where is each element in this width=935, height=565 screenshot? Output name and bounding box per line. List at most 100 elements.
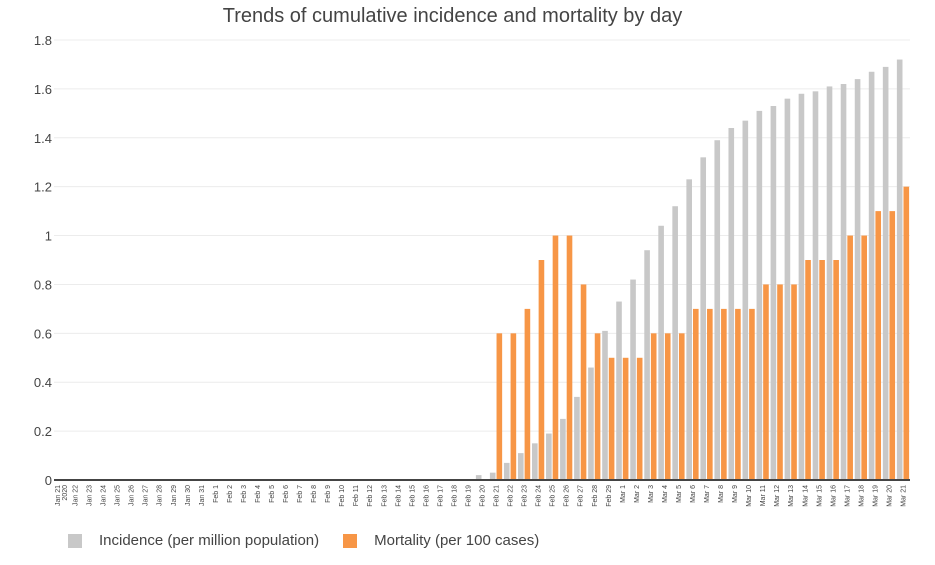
y-tick-label: 0.2 — [34, 424, 52, 439]
x-tick-label: Jan 23 — [87, 485, 94, 506]
bar-incidence[interactable] — [658, 225, 664, 480]
x-tick-label: Feb 15 — [409, 485, 416, 507]
bar-mortality[interactable] — [538, 260, 545, 480]
bar-mortality[interactable] — [777, 284, 783, 480]
bar-mortality[interactable] — [594, 333, 601, 480]
x-tick-label: Feb 6 — [283, 485, 290, 503]
x-tick-label: Mar 11 — [760, 485, 767, 506]
x-tick-label: Feb 22 — [508, 485, 515, 507]
bar-incidence[interactable] — [489, 472, 496, 480]
bar-incidence[interactable] — [560, 418, 566, 480]
bar-incidence[interactable] — [756, 110, 763, 480]
bar-incidence[interactable] — [826, 86, 833, 480]
bar-incidence[interactable] — [672, 206, 678, 480]
bar-mortality[interactable] — [721, 308, 727, 480]
x-tick-label: Jan 28 — [157, 485, 164, 506]
bar-incidence[interactable] — [812, 91, 819, 480]
y-tick-label: 0.6 — [34, 326, 52, 341]
bar-mortality[interactable] — [664, 333, 671, 480]
bar-chart: 00.20.40.60.811.21.41.61.8 Jan 212020 Jan… — [34, 33, 910, 507]
bar-mortality[interactable] — [749, 308, 755, 480]
x-tick-label: Jan 30 — [185, 485, 192, 506]
bar-incidence[interactable] — [700, 157, 707, 481]
bar-mortality[interactable] — [791, 284, 797, 480]
bar-incidence[interactable] — [686, 179, 692, 481]
bar-incidence[interactable] — [896, 59, 903, 481]
bar-mortality[interactable] — [735, 308, 741, 480]
bar-mortality[interactable] — [692, 308, 699, 480]
bar-mortality[interactable] — [847, 235, 853, 480]
x-tick-label: Feb 10 — [339, 485, 346, 507]
bar-incidence[interactable] — [742, 120, 749, 481]
x-axis: Jan 212020 Jan 22 Jan 23 Jan 24 Jan 25 Jan 26… — [54, 479, 910, 507]
bar-mortality[interactable] — [903, 186, 910, 480]
bar-incidence[interactable] — [882, 66, 889, 480]
x-tick-label: Jan 29 — [171, 485, 178, 506]
bar-incidence[interactable] — [770, 106, 777, 480]
y-tick-label: 0.8 — [34, 277, 52, 292]
bar-mortality[interactable] — [678, 333, 685, 480]
x-tick-label: Jan 31 — [199, 485, 206, 506]
bar-mortality[interactable] — [833, 260, 839, 480]
x-tick-label: Mar 7 — [704, 485, 711, 503]
bar-incidence[interactable] — [854, 79, 861, 480]
bar-incidence[interactable] — [798, 93, 805, 481]
bar-mortality[interactable] — [861, 235, 867, 480]
x-tick-label: Feb 17 — [437, 485, 444, 507]
x-tick-label: Mar 3 — [648, 485, 655, 503]
bar-mortality[interactable] — [622, 357, 629, 480]
bar-incidence[interactable] — [630, 279, 636, 480]
bar-incidence[interactable] — [616, 301, 622, 480]
x-tick-label: Jan 22 — [73, 485, 80, 506]
x-tick-label: Feb 28 — [592, 485, 599, 507]
y-axis: 0 0.2 0.4 0.6 0.8 1 1.2 1.4 1.6 1.8 — [34, 33, 52, 488]
bar-incidence[interactable] — [503, 462, 510, 480]
x-tick-label: Jan 26 — [129, 485, 136, 506]
x-tick-label: Feb 9 — [325, 485, 332, 503]
bar-mortality[interactable] — [636, 357, 643, 480]
x-tick-label: Jan 25 — [115, 485, 122, 506]
bar-mortality[interactable] — [819, 260, 825, 480]
bar-incidence[interactable] — [532, 443, 538, 480]
legend-label-mortality: Mortality (per 100 cases) — [374, 532, 540, 549]
bar-mortality[interactable] — [510, 333, 517, 480]
bar-incidence[interactable] — [546, 433, 552, 480]
bar-incidence[interactable] — [644, 250, 650, 480]
bar-mortality[interactable] — [805, 260, 811, 480]
bar-incidence[interactable] — [475, 475, 482, 480]
x-tick-label: Mar 15 — [816, 485, 823, 507]
bar-mortality[interactable] — [707, 308, 713, 480]
bar-mortality[interactable] — [650, 333, 657, 480]
bar-incidence[interactable] — [574, 396, 580, 480]
bar-mortality[interactable] — [889, 211, 896, 480]
legend-item-incidence[interactable]: Incidence (per million population) — [68, 532, 319, 549]
bar-incidence[interactable] — [868, 71, 875, 481]
x-tick-label: Mar 12 — [774, 485, 781, 507]
x-tick-label: Feb 24 — [536, 485, 543, 507]
bar-mortality[interactable] — [524, 308, 531, 480]
bar-mortality[interactable] — [763, 284, 769, 480]
bar-mortality[interactable] — [875, 211, 882, 480]
bar-incidence[interactable] — [602, 330, 608, 480]
bar-incidence[interactable] — [714, 140, 721, 480]
legend-item-mortality[interactable]: Mortality (per 100 cases) — [343, 532, 539, 549]
x-tick-label: Feb 12 — [367, 485, 374, 507]
bar-mortality[interactable] — [566, 235, 573, 480]
bar-mortality[interactable] — [496, 333, 503, 480]
x-tick-label: Feb 8 — [311, 485, 318, 503]
bar-mortality[interactable] — [608, 357, 615, 480]
x-tick-label: Feb 4 — [255, 485, 262, 503]
legend: Incidence (per million population) Morta… — [68, 532, 563, 549]
bar-mortality[interactable] — [580, 284, 587, 480]
bar-incidence[interactable] — [728, 128, 735, 480]
x-tick-label: Feb 11 — [353, 485, 360, 506]
x-tick-label: Feb 23 — [522, 485, 529, 507]
bar-incidence[interactable] — [784, 98, 791, 481]
bar-incidence[interactable] — [517, 453, 524, 480]
x-tick-label: Feb 29 — [606, 485, 613, 507]
y-tick-label: 1 — [45, 229, 52, 244]
bar-incidence[interactable] — [588, 367, 594, 480]
bar-incidence[interactable] — [840, 84, 847, 480]
bar-mortality[interactable] — [552, 235, 559, 480]
x-tick-label: Mar 13 — [788, 485, 795, 507]
